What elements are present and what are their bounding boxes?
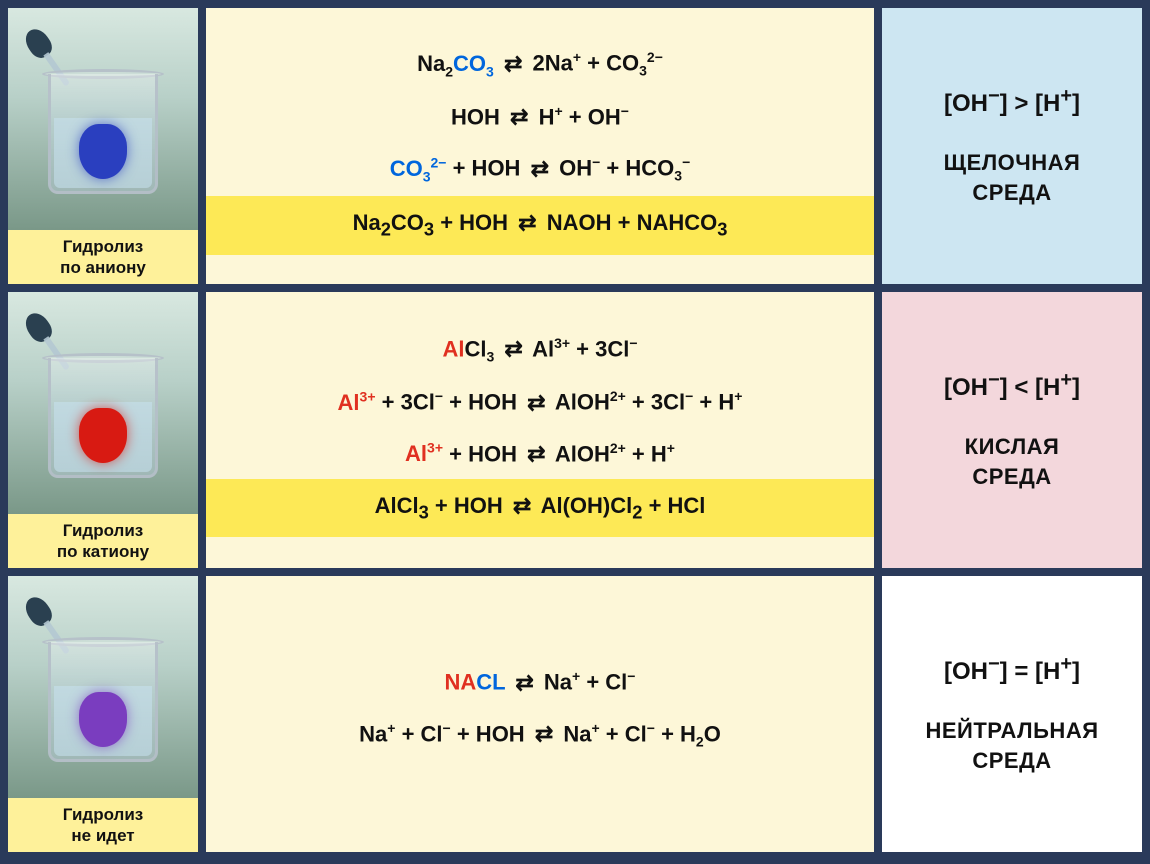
ion-relation: [OH−] > [H+] bbox=[944, 85, 1080, 118]
equation: Al3+ + HOH ⇄ AlOH2+ + H+ bbox=[206, 428, 874, 479]
equation: Al3+ + 3Cl− + HOH ⇄ AlOH2+ + 3Cl− + H+ bbox=[206, 376, 874, 427]
label-line2: по аниону bbox=[60, 258, 146, 277]
equation: CO32− + HOH ⇄ OH− + HCO3− bbox=[206, 142, 874, 196]
equations-cell: AlCl3 ⇄ Al3+ + 3Cl− Al3+ + 3Cl− + HOH ⇄ … bbox=[206, 292, 874, 568]
environment-cell: [OH−] < [H+] КИСЛАЯ СРЕДА bbox=[882, 292, 1142, 568]
beaker-illustration bbox=[8, 8, 198, 230]
equation-summary: Na2CO3 + HOH ⇄ NAOH + NAHCO3 bbox=[206, 196, 874, 254]
indicator-drop bbox=[79, 408, 127, 463]
environment-label: ЩЕЛОЧНАЯ СРЕДА bbox=[944, 148, 1081, 207]
row-anion: Гидролиз по аниону Na2CO3 ⇄ 2Na+ + CO32−… bbox=[8, 8, 1142, 284]
equations-cell: Na2CO3 ⇄ 2Na+ + CO32− HOH ⇄ H+ + OH− CO3… bbox=[206, 8, 874, 284]
row-cation: Гидролиз по катиону AlCl3 ⇄ Al3+ + 3Cl− … bbox=[8, 292, 1142, 568]
equations-cell: NACL ⇄ Na+ + Cl− Na+ + Cl− + HOH ⇄ Na+ +… bbox=[206, 576, 874, 852]
environment-cell: [OH−] = [H+] НЕЙТРАЛЬНАЯ СРЕДА bbox=[882, 576, 1142, 852]
equation: HOH ⇄ H+ + OH− bbox=[206, 91, 874, 142]
hydrolysis-type-label: Гидролиз по катиону bbox=[8, 514, 198, 569]
label-line2: не идет bbox=[71, 826, 134, 845]
label-line1: Гидролиз bbox=[63, 521, 144, 540]
environment-label: КИСЛАЯ СРЕДА bbox=[965, 432, 1060, 491]
indicator-drop bbox=[79, 124, 127, 179]
environment-cell: [OH−] > [H+] ЩЕЛОЧНАЯ СРЕДА bbox=[882, 8, 1142, 284]
label-line2: по катиону bbox=[57, 542, 149, 561]
equation: Na2CO3 ⇄ 2Na+ + CO32− bbox=[206, 37, 874, 91]
beaker-icon bbox=[48, 358, 158, 478]
hydrolysis-type-label: Гидролиз не идет bbox=[8, 798, 198, 853]
indicator-drop bbox=[79, 692, 127, 747]
beaker-illustration bbox=[8, 576, 198, 798]
label-line1: Гидролиз bbox=[63, 237, 144, 256]
beaker-icon bbox=[48, 642, 158, 762]
row-neutral: Гидролиз не идет NACL ⇄ Na+ + Cl− Na+ + … bbox=[8, 576, 1142, 852]
left-cell: Гидролиз по катиону bbox=[8, 292, 198, 568]
equation: Na+ + Cl− + HOH ⇄ Na+ + Cl− + H2O bbox=[206, 708, 874, 762]
equation: NACL ⇄ Na+ + Cl− bbox=[206, 656, 874, 707]
left-cell: Гидролиз по аниону bbox=[8, 8, 198, 284]
equation: AlCl3 ⇄ Al3+ + 3Cl− bbox=[206, 323, 874, 377]
label-line1: Гидролиз bbox=[63, 805, 144, 824]
beaker-illustration bbox=[8, 292, 198, 514]
equation-summary: AlCl3 + HOH ⇄ Al(OH)Cl2 + HCl bbox=[206, 479, 874, 537]
environment-label: НЕЙТРАЛЬНАЯ СРЕДА bbox=[925, 716, 1098, 775]
ion-relation: [OH−] = [H+] bbox=[944, 653, 1080, 686]
left-cell: Гидролиз не идет bbox=[8, 576, 198, 852]
beaker-icon bbox=[48, 74, 158, 194]
hydrolysis-type-label: Гидролиз по аниону bbox=[8, 230, 198, 285]
ion-relation: [OH−] < [H+] bbox=[944, 369, 1080, 402]
